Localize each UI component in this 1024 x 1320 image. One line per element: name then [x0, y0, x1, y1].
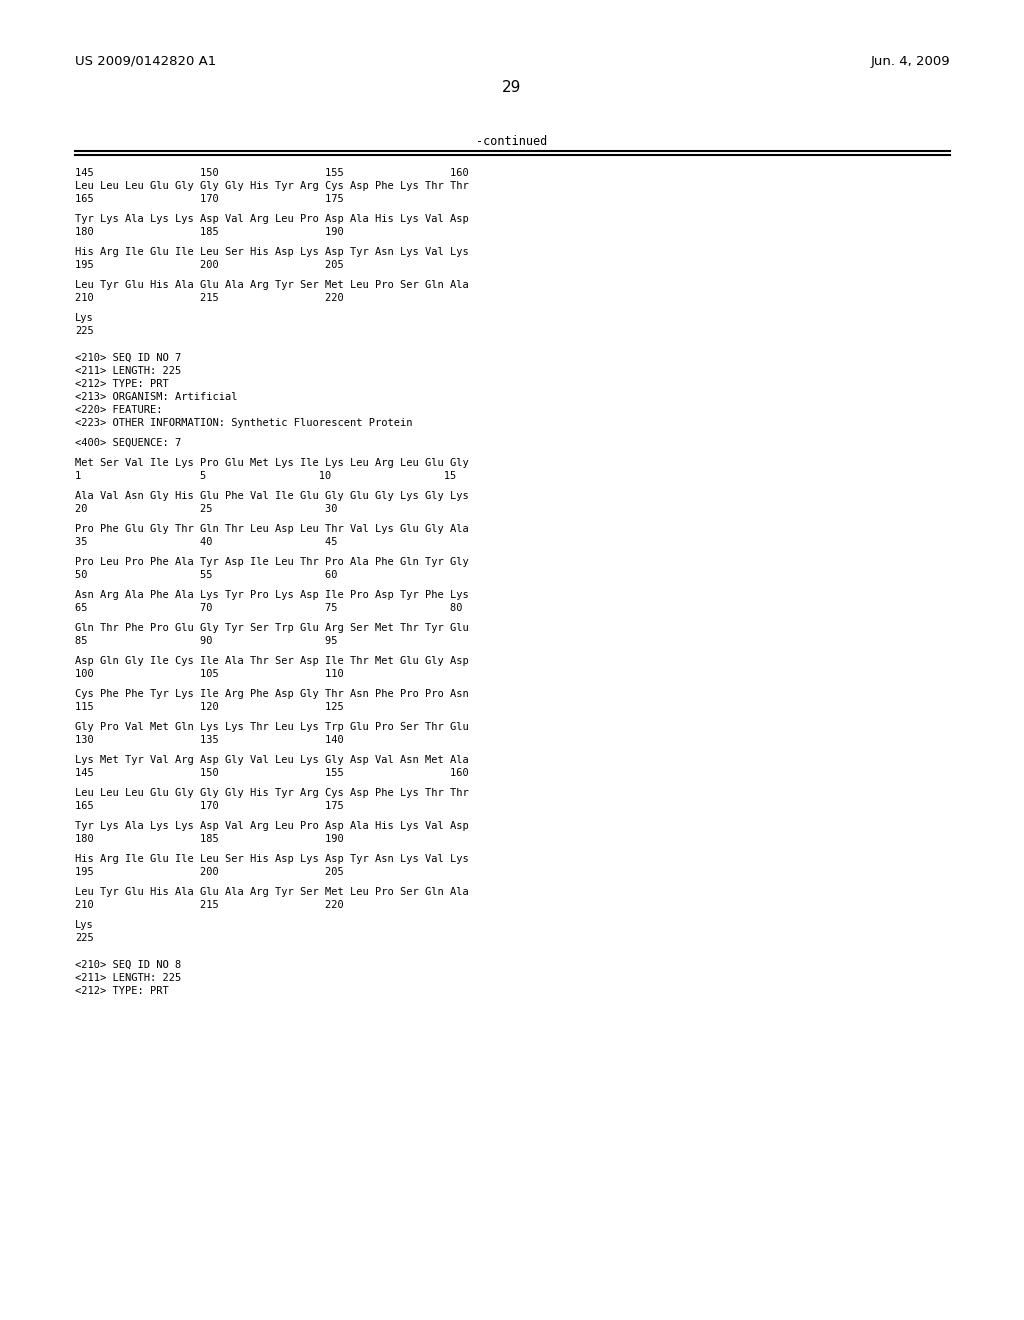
Text: Leu Tyr Glu His Ala Glu Ala Arg Tyr Ser Met Leu Pro Ser Gln Ala: Leu Tyr Glu His Ala Glu Ala Arg Tyr Ser … [75, 280, 469, 290]
Text: <223> OTHER INFORMATION: Synthetic Fluorescent Protein: <223> OTHER INFORMATION: Synthetic Fluor… [75, 418, 413, 428]
Text: <400> SEQUENCE: 7: <400> SEQUENCE: 7 [75, 438, 181, 447]
Text: 180                 185                 190: 180 185 190 [75, 834, 344, 843]
Text: Asp Gln Gly Ile Cys Ile Ala Thr Ser Asp Ile Thr Met Glu Gly Asp: Asp Gln Gly Ile Cys Ile Ala Thr Ser Asp … [75, 656, 469, 667]
Text: 1                   5                  10                  15: 1 5 10 15 [75, 471, 457, 480]
Text: 50                  55                  60: 50 55 60 [75, 570, 338, 579]
Text: Gly Pro Val Met Gln Lys Lys Thr Leu Lys Trp Glu Pro Ser Thr Glu: Gly Pro Val Met Gln Lys Lys Thr Leu Lys … [75, 722, 469, 733]
Text: Asn Arg Ala Phe Ala Lys Tyr Pro Lys Asp Ile Pro Asp Tyr Phe Lys: Asn Arg Ala Phe Ala Lys Tyr Pro Lys Asp … [75, 590, 469, 601]
Text: Pro Phe Glu Gly Thr Gln Thr Leu Asp Leu Thr Val Lys Glu Gly Ala: Pro Phe Glu Gly Thr Gln Thr Leu Asp Leu … [75, 524, 469, 535]
Text: 115                 120                 125: 115 120 125 [75, 702, 344, 711]
Text: Gln Thr Phe Pro Glu Gly Tyr Ser Trp Glu Arg Ser Met Thr Tyr Glu: Gln Thr Phe Pro Glu Gly Tyr Ser Trp Glu … [75, 623, 469, 634]
Text: <213> ORGANISM: Artificial: <213> ORGANISM: Artificial [75, 392, 238, 403]
Text: Lys: Lys [75, 920, 94, 931]
Text: 130                 135                 140: 130 135 140 [75, 735, 344, 744]
Text: Leu Leu Leu Glu Gly Gly Gly His Tyr Arg Cys Asp Phe Lys Thr Thr: Leu Leu Leu Glu Gly Gly Gly His Tyr Arg … [75, 788, 469, 799]
Text: 65                  70                  75                  80: 65 70 75 80 [75, 603, 463, 612]
Text: 210                 215                 220: 210 215 220 [75, 900, 344, 909]
Text: <212> TYPE: PRT: <212> TYPE: PRT [75, 986, 169, 997]
Text: 225: 225 [75, 933, 94, 942]
Text: 85                  90                  95: 85 90 95 [75, 636, 338, 645]
Text: <211> LENGTH: 225: <211> LENGTH: 225 [75, 973, 181, 983]
Text: Lys Met Tyr Val Arg Asp Gly Val Leu Lys Gly Asp Val Asn Met Ala: Lys Met Tyr Val Arg Asp Gly Val Leu Lys … [75, 755, 469, 766]
Text: Tyr Lys Ala Lys Lys Asp Val Arg Leu Pro Asp Ala His Lys Val Asp: Tyr Lys Ala Lys Lys Asp Val Arg Leu Pro … [75, 214, 469, 224]
Text: 100                 105                 110: 100 105 110 [75, 669, 344, 678]
Text: 195                 200                 205: 195 200 205 [75, 260, 344, 271]
Text: 210                 215                 220: 210 215 220 [75, 293, 344, 304]
Text: Cys Phe Phe Tyr Lys Ile Arg Phe Asp Gly Thr Asn Phe Pro Pro Asn: Cys Phe Phe Tyr Lys Ile Arg Phe Asp Gly … [75, 689, 469, 700]
Text: Lys: Lys [75, 313, 94, 323]
Text: 35                  40                  45: 35 40 45 [75, 537, 338, 546]
Text: <210> SEQ ID NO 8: <210> SEQ ID NO 8 [75, 960, 181, 970]
Text: 195                 200                 205: 195 200 205 [75, 867, 344, 876]
Text: <210> SEQ ID NO 7: <210> SEQ ID NO 7 [75, 352, 181, 363]
Text: 20                  25                  30: 20 25 30 [75, 504, 338, 513]
Text: 165                 170                 175: 165 170 175 [75, 194, 344, 205]
Text: Jun. 4, 2009: Jun. 4, 2009 [870, 55, 950, 69]
Text: Met Ser Val Ile Lys Pro Glu Met Lys Ile Lys Leu Arg Leu Glu Gly: Met Ser Val Ile Lys Pro Glu Met Lys Ile … [75, 458, 469, 469]
Text: <211> LENGTH: 225: <211> LENGTH: 225 [75, 366, 181, 376]
Text: Leu Tyr Glu His Ala Glu Ala Arg Tyr Ser Met Leu Pro Ser Gln Ala: Leu Tyr Glu His Ala Glu Ala Arg Tyr Ser … [75, 887, 469, 898]
Text: 145                 150                 155                 160: 145 150 155 160 [75, 768, 469, 777]
Text: -continued: -continued [476, 135, 548, 148]
Text: Leu Leu Leu Glu Gly Gly Gly His Tyr Arg Cys Asp Phe Lys Thr Thr: Leu Leu Leu Glu Gly Gly Gly His Tyr Arg … [75, 181, 469, 191]
Text: Pro Leu Pro Phe Ala Tyr Asp Ile Leu Thr Pro Ala Phe Gln Tyr Gly: Pro Leu Pro Phe Ala Tyr Asp Ile Leu Thr … [75, 557, 469, 568]
Text: <212> TYPE: PRT: <212> TYPE: PRT [75, 379, 169, 389]
Text: Ala Val Asn Gly His Glu Phe Val Ile Glu Gly Glu Gly Lys Gly Lys: Ala Val Asn Gly His Glu Phe Val Ile Glu … [75, 491, 469, 502]
Text: 29: 29 [503, 81, 521, 95]
Text: 145                 150                 155                 160: 145 150 155 160 [75, 168, 469, 178]
Text: US 2009/0142820 A1: US 2009/0142820 A1 [75, 55, 216, 69]
Text: His Arg Ile Glu Ile Leu Ser His Asp Lys Asp Tyr Asn Lys Val Lys: His Arg Ile Glu Ile Leu Ser His Asp Lys … [75, 854, 469, 865]
Text: His Arg Ile Glu Ile Leu Ser His Asp Lys Asp Tyr Asn Lys Val Lys: His Arg Ile Glu Ile Leu Ser His Asp Lys … [75, 247, 469, 257]
Text: 225: 225 [75, 326, 94, 337]
Text: 165                 170                 175: 165 170 175 [75, 801, 344, 810]
Text: 180                 185                 190: 180 185 190 [75, 227, 344, 238]
Text: <220> FEATURE:: <220> FEATURE: [75, 405, 163, 414]
Text: Tyr Lys Ala Lys Lys Asp Val Arg Leu Pro Asp Ala His Lys Val Asp: Tyr Lys Ala Lys Lys Asp Val Arg Leu Pro … [75, 821, 469, 832]
